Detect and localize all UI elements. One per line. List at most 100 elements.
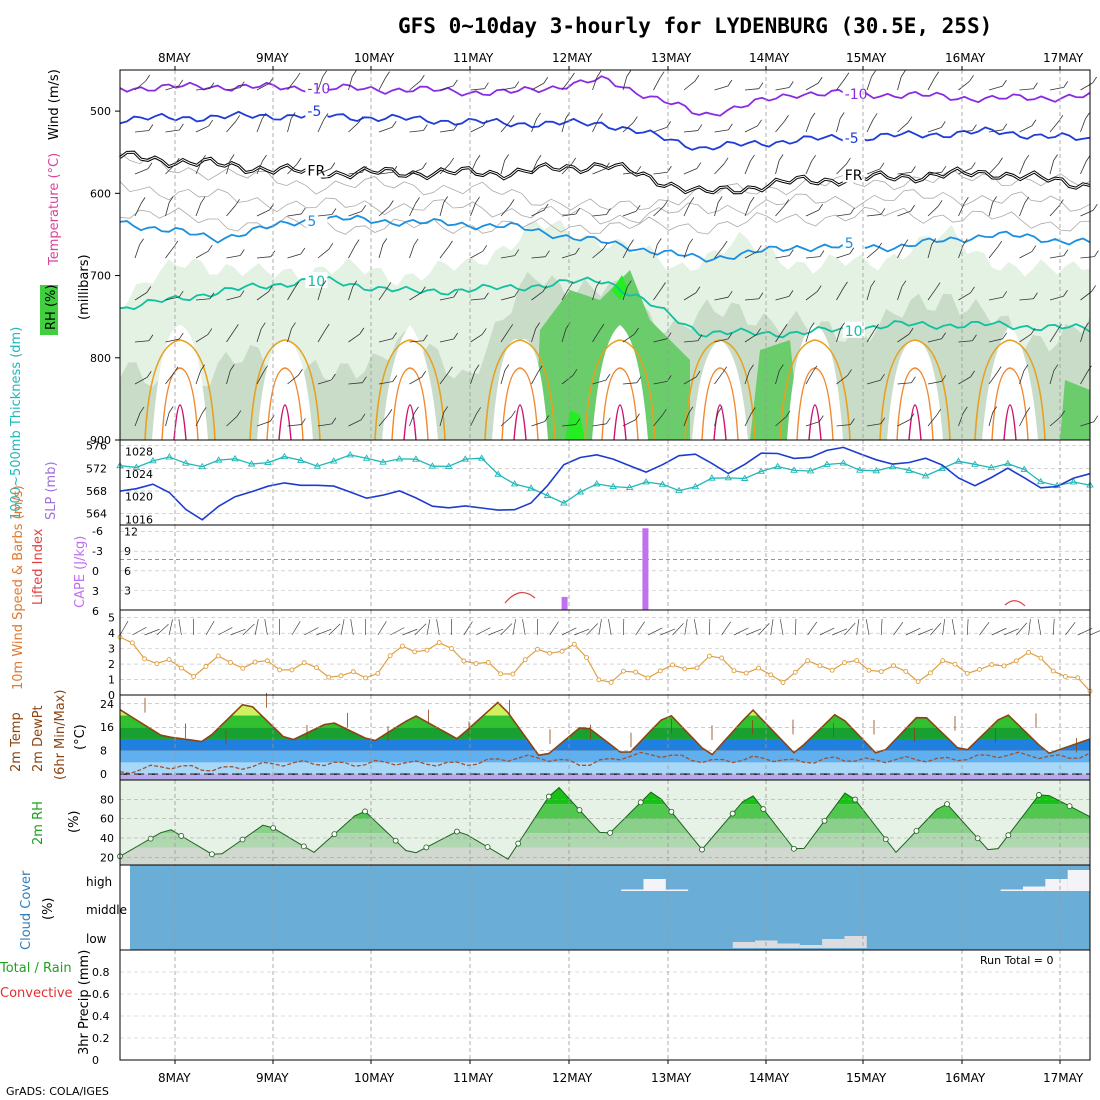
wind-speed-marker [792, 669, 798, 675]
wind-barb-flag [448, 366, 453, 373]
wind-barb [439, 412, 445, 427]
wind-barb [134, 412, 141, 427]
wind-barb-flag [575, 418, 581, 425]
wind-barb [744, 298, 759, 301]
wind-barb-flag [322, 70, 328, 78]
wind-barb-flag [785, 410, 791, 418]
ylabel-2m-dewpt: 2m DewPt [31, 705, 46, 772]
wind-barb [134, 130, 149, 133]
wind-speed-marker [461, 658, 467, 664]
bottom-date-label: 11MAY [453, 1071, 494, 1085]
wind-speed-marker [768, 672, 774, 678]
wind-speed-marker [166, 657, 172, 663]
wind-barb [988, 202, 994, 217]
isotherm-15 [584, 339, 656, 441]
isotherm-25 [1003, 404, 1017, 441]
wind-barb [1049, 120, 1060, 133]
wind-barb [134, 168, 149, 175]
wind-barb-flag [413, 238, 419, 246]
wind-barb-flag [331, 373, 336, 381]
wind-barb-flag [728, 123, 733, 131]
cape-tick-label: 3 [124, 584, 131, 597]
wind-barb-flag [443, 406, 449, 413]
wind-barb-flag [661, 282, 666, 289]
wind-barb [134, 340, 149, 343]
wind-barb-flag [636, 376, 642, 383]
wind-barb [409, 376, 422, 385]
wind-barb [378, 244, 384, 259]
wind-barb [592, 248, 604, 259]
wind-barb [134, 292, 148, 301]
precip-tick-label: 0.8 [92, 966, 110, 979]
wind-barb-flag [663, 200, 669, 207]
wind-barb-flag [1092, 76, 1097, 84]
wind-speed-marker [940, 658, 946, 664]
wind-barb [683, 80, 696, 91]
surface-wind-barb [426, 619, 431, 636]
surface-wind-barb [264, 619, 268, 636]
wind-barb [622, 333, 635, 343]
wind-barb-flag [422, 162, 427, 169]
wind-speed-marker [350, 669, 356, 675]
wind-barb-flag [602, 242, 608, 250]
rh-tick-label: 40 [100, 832, 114, 845]
rh-marker [760, 806, 767, 812]
rh-marker [362, 808, 368, 815]
wind-barb [744, 413, 752, 427]
wind-barb-flag [817, 76, 823, 84]
wind-barb [470, 125, 484, 133]
top-date-label: 12MAY [552, 51, 593, 65]
wind-barb [958, 292, 971, 301]
wind-barb-flag [1002, 79, 1007, 87]
wind-barb [744, 202, 751, 217]
wind-barb-flag [453, 332, 459, 340]
wind-barb [195, 202, 202, 217]
isotherm-15 [249, 339, 321, 441]
rh-marker [423, 844, 430, 851]
surface-wind-barb [230, 628, 246, 636]
wind-barb-flag [1094, 250, 1099, 257]
wind-barb [348, 286, 354, 301]
wind-barb-flag [536, 112, 541, 120]
wind-barb-flag [385, 71, 390, 78]
wind-speed-marker [436, 640, 442, 646]
precip-tick-label: 0.6 [92, 988, 110, 1001]
wind-barb [165, 163, 176, 175]
isotherm-label: 10 [307, 274, 325, 290]
wind-barb-flag [635, 204, 641, 212]
temp-band [120, 774, 1090, 780]
isotherm-20 [161, 367, 199, 441]
wind-barb [988, 296, 1003, 301]
wind-barb-flag [544, 415, 550, 422]
isotherm-25 [808, 404, 822, 441]
wind-barb-flag [362, 376, 367, 383]
wind-barb-flag [1023, 364, 1029, 371]
surface-wind-barb [178, 619, 182, 636]
wind-barb [653, 288, 662, 301]
wind-barb [683, 244, 690, 259]
wind-speed-marker [903, 668, 909, 674]
cloud-high-bar [1045, 879, 1068, 891]
wind-barb [1080, 82, 1093, 91]
wind-barb [622, 210, 637, 217]
wind-barb [378, 381, 393, 385]
wind-barb [897, 286, 903, 301]
wind-barb-flag [757, 119, 762, 127]
top-date-label: 15MAY [846, 51, 887, 65]
wind-barb [958, 203, 965, 217]
thickness-marker [1004, 459, 1012, 467]
wind-barb-flag [146, 371, 152, 378]
wind-barb [348, 76, 353, 91]
wind-barb-flag [598, 113, 603, 120]
wind-barb [897, 245, 905, 259]
wind-barb [439, 129, 454, 133]
wind-barb-flag [173, 240, 179, 248]
thickness-marker [691, 482, 700, 490]
wind-barb-flag [907, 116, 913, 123]
isotherm-20 [991, 367, 1029, 441]
wind-barb-flag [970, 370, 975, 378]
wind-barb [1019, 370, 1025, 385]
surface-wind-barb [979, 621, 990, 636]
wind-barb [744, 125, 758, 133]
wind-barb [561, 424, 576, 427]
